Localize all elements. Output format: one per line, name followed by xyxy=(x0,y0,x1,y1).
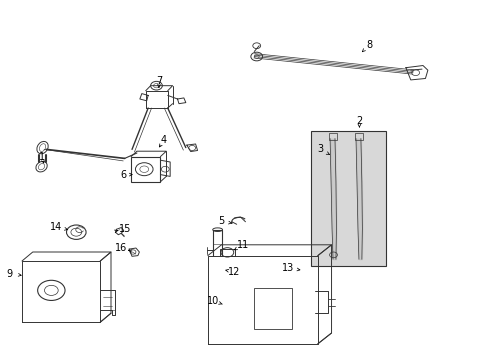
Bar xyxy=(254,288,292,329)
Text: 16: 16 xyxy=(115,243,127,253)
Text: 13: 13 xyxy=(282,263,294,273)
Text: 8: 8 xyxy=(366,40,371,50)
Bar xyxy=(328,133,336,140)
Text: 12: 12 xyxy=(227,267,240,277)
Text: 3: 3 xyxy=(317,144,323,154)
Text: 10: 10 xyxy=(206,296,219,306)
Text: 9: 9 xyxy=(7,269,13,279)
Text: 1: 1 xyxy=(39,152,44,162)
Text: 7: 7 xyxy=(156,76,162,86)
Text: 15: 15 xyxy=(118,224,131,234)
Text: 4: 4 xyxy=(161,135,166,145)
Bar xyxy=(131,157,160,182)
Text: 11: 11 xyxy=(237,240,249,250)
Bar xyxy=(354,133,362,140)
Bar xyxy=(310,131,386,266)
Text: 5: 5 xyxy=(218,216,224,226)
Bar xyxy=(220,249,234,256)
Text: 6: 6 xyxy=(120,170,126,180)
Text: 14: 14 xyxy=(50,222,62,232)
Text: 2: 2 xyxy=(356,116,362,126)
